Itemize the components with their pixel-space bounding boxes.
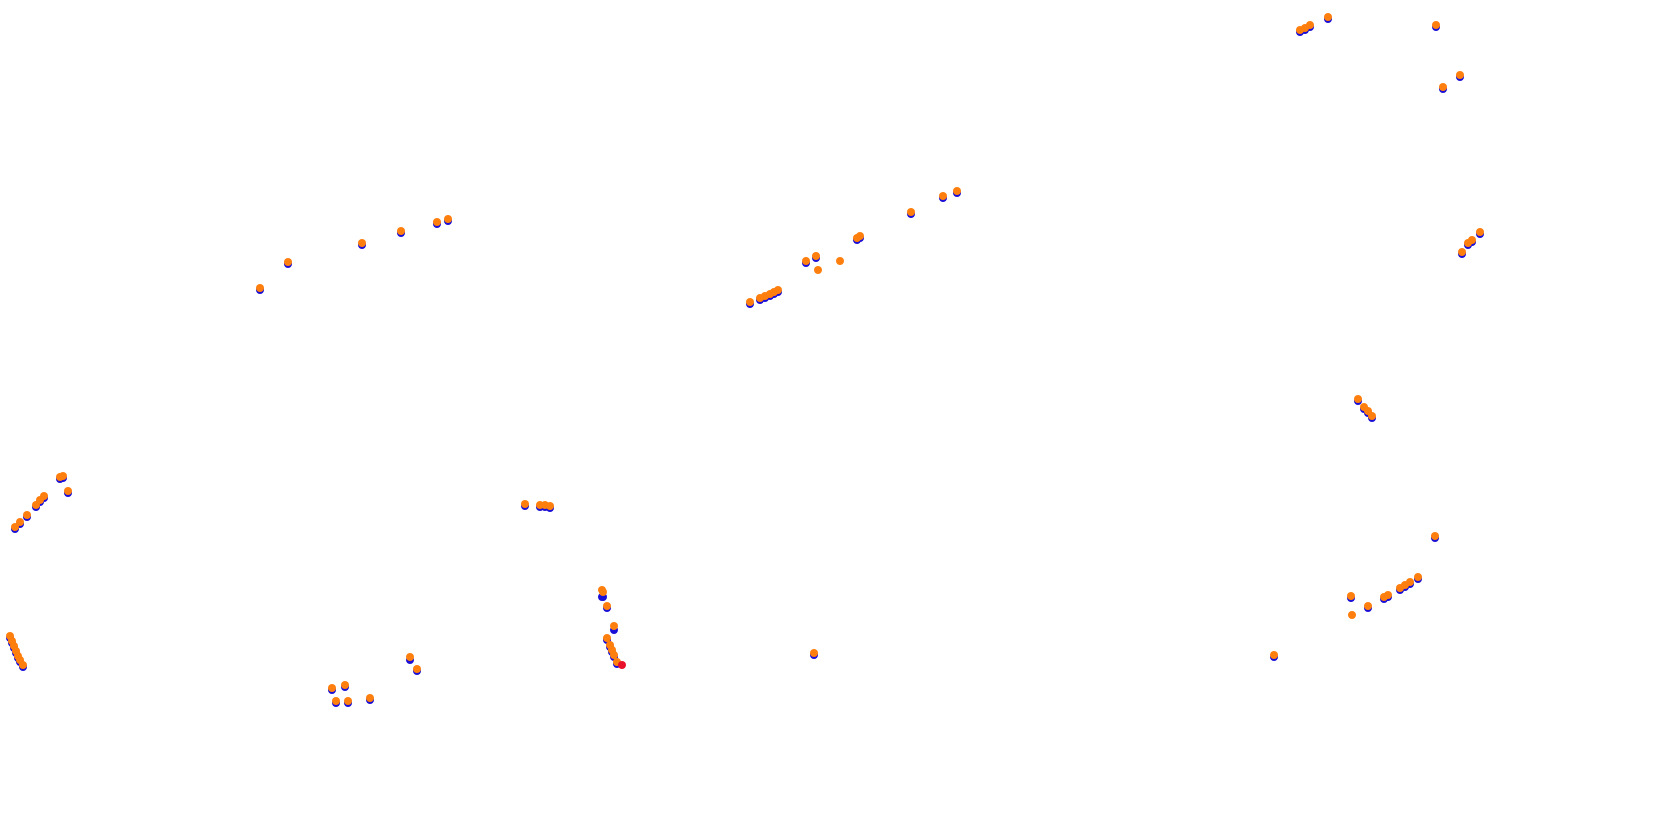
- point: [59, 472, 67, 480]
- point: [64, 487, 72, 495]
- point: [40, 492, 48, 500]
- point: [603, 634, 611, 642]
- point: [1468, 236, 1476, 244]
- point: [284, 258, 292, 266]
- point: [610, 651, 618, 659]
- point: [23, 511, 31, 519]
- point: [746, 298, 754, 306]
- point: [939, 192, 947, 200]
- point: [1270, 651, 1278, 659]
- point: [521, 500, 529, 508]
- point: [413, 665, 421, 673]
- point: [1324, 13, 1332, 21]
- point: [1347, 592, 1355, 600]
- point: [433, 218, 441, 226]
- point: [1306, 21, 1314, 29]
- point: [812, 252, 820, 260]
- point: [341, 681, 349, 689]
- point: [836, 257, 844, 265]
- point: [397, 227, 405, 235]
- point: [1348, 611, 1356, 619]
- point: [344, 697, 352, 705]
- point: [907, 208, 915, 216]
- point: [814, 266, 822, 274]
- point: [546, 502, 554, 510]
- point: [610, 622, 618, 630]
- point: [1406, 578, 1414, 586]
- point: [802, 257, 810, 265]
- point: [856, 232, 864, 240]
- point: [774, 286, 782, 294]
- point: [1476, 228, 1484, 236]
- point: [1432, 21, 1440, 29]
- point: [953, 187, 961, 195]
- point: [1384, 591, 1392, 599]
- point: [1368, 412, 1376, 420]
- point: [444, 215, 452, 223]
- point: [618, 661, 626, 669]
- point: [1458, 248, 1466, 256]
- point: [328, 684, 336, 692]
- point: [19, 661, 27, 669]
- point: [1354, 395, 1362, 403]
- point: [16, 518, 24, 526]
- point: [1364, 602, 1372, 610]
- point: [1439, 83, 1447, 91]
- point: [1456, 71, 1464, 79]
- point: [366, 694, 374, 702]
- point: [599, 588, 607, 596]
- point: [1414, 573, 1422, 581]
- point: [810, 649, 818, 657]
- point: [406, 653, 414, 661]
- point: [332, 697, 340, 705]
- point: [1431, 532, 1439, 540]
- point: [11, 523, 19, 531]
- point: [256, 284, 264, 292]
- point: [603, 602, 611, 610]
- point: [358, 239, 366, 247]
